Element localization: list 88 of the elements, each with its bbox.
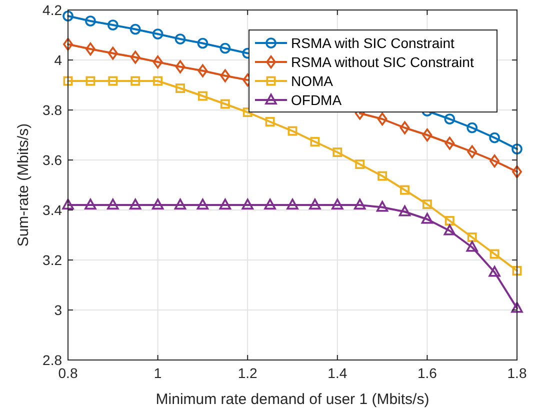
point	[377, 112, 388, 126]
point	[421, 212, 434, 224]
point	[422, 128, 432, 142]
point	[84, 198, 96, 210]
point	[490, 249, 500, 259]
point	[175, 60, 186, 74]
point	[422, 200, 432, 209]
legend-label: RSMA with SIC Constraint	[291, 35, 454, 51]
point	[511, 302, 523, 313]
point	[444, 216, 454, 226]
point	[85, 16, 96, 26]
legend-label: RSMA without SIC Constraint	[291, 54, 474, 70]
point	[354, 198, 366, 210]
y-tick-label: 3	[54, 302, 62, 318]
point	[219, 198, 231, 210]
point	[63, 76, 73, 86]
y-tick-label: 2.8	[42, 352, 62, 368]
point	[152, 55, 163, 69]
point	[467, 232, 477, 242]
point	[152, 28, 164, 40]
x-tick-label: 1.6	[417, 365, 438, 381]
point	[286, 198, 298, 210]
point	[444, 114, 456, 124]
point	[108, 20, 118, 30]
point	[130, 198, 142, 210]
point	[309, 198, 321, 210]
x-tick-label: 1.2	[238, 365, 258, 381]
point	[466, 122, 478, 134]
point	[332, 148, 342, 157]
point	[488, 266, 500, 277]
point	[153, 76, 163, 86]
point	[466, 240, 478, 252]
point	[86, 76, 96, 86]
point	[152, 198, 164, 210]
x-tick-label: 1	[154, 365, 162, 381]
point	[467, 145, 478, 158]
point	[174, 34, 186, 44]
legend-label: NOMA	[291, 73, 334, 89]
y-tick-label: 4	[54, 52, 62, 68]
point	[220, 42, 231, 54]
x-axis-title: Minimum rate demand of user 1 (Mbits/s)	[156, 391, 430, 408]
point	[490, 154, 500, 168]
point	[130, 50, 140, 64]
point	[264, 198, 276, 210]
point	[444, 136, 455, 150]
point	[376, 200, 388, 212]
point	[512, 144, 522, 154]
point	[310, 137, 320, 146]
point	[220, 69, 230, 82]
legend-label: OFDMA	[291, 92, 342, 108]
point	[332, 198, 344, 210]
point	[62, 198, 74, 210]
point	[398, 205, 411, 216]
point	[107, 198, 119, 210]
point	[62, 10, 74, 22]
point	[400, 121, 410, 134]
point	[220, 99, 230, 109]
point	[108, 76, 118, 86]
point	[174, 198, 186, 210]
point	[288, 126, 298, 136]
point	[198, 64, 208, 78]
y-tick-label: 3.4	[42, 202, 62, 218]
point	[242, 198, 254, 210]
point	[489, 132, 500, 144]
y-tick-label: 3.6	[42, 152, 62, 168]
x-tick-label: 1.8	[507, 365, 527, 381]
point	[512, 266, 522, 276]
point	[196, 198, 209, 210]
y-tick-label: 3.8	[42, 102, 62, 118]
y-tick-label: 3.2	[42, 252, 62, 268]
point	[197, 38, 208, 49]
x-tick-label: 1.4	[328, 365, 348, 381]
point	[198, 91, 208, 101]
point	[130, 24, 141, 35]
point	[378, 171, 388, 181]
point	[108, 46, 118, 60]
point	[176, 84, 185, 93]
point	[130, 76, 140, 86]
point	[355, 160, 365, 169]
point	[63, 38, 73, 51]
point	[512, 165, 522, 178]
point	[265, 117, 275, 126]
y-tick-label: 4.2	[42, 2, 62, 18]
x-tick-label: 0.8	[58, 365, 78, 381]
y-axis-title: Sum-rate (Mbits/s)	[15, 123, 32, 247]
point	[444, 224, 456, 236]
point	[400, 185, 410, 195]
point	[86, 42, 96, 56]
